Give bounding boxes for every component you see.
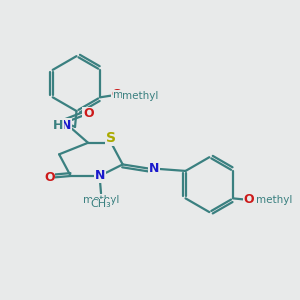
Text: methyl: methyl bbox=[256, 195, 292, 205]
Text: methyl: methyl bbox=[126, 94, 131, 95]
Text: methyl: methyl bbox=[122, 91, 159, 100]
Text: N: N bbox=[148, 162, 159, 175]
Text: O: O bbox=[83, 107, 94, 120]
Text: N: N bbox=[94, 169, 105, 182]
Text: O: O bbox=[44, 171, 55, 184]
Text: O: O bbox=[111, 88, 122, 101]
Text: methyl: methyl bbox=[124, 94, 129, 95]
Text: methyl: methyl bbox=[83, 195, 119, 205]
Text: H: H bbox=[53, 119, 64, 132]
Text: O: O bbox=[244, 193, 254, 206]
Text: CH₃: CH₃ bbox=[91, 199, 111, 209]
Text: methyl: methyl bbox=[113, 90, 149, 100]
Text: S: S bbox=[106, 131, 116, 145]
Text: methyl: methyl bbox=[101, 198, 106, 200]
Text: N: N bbox=[61, 119, 71, 132]
